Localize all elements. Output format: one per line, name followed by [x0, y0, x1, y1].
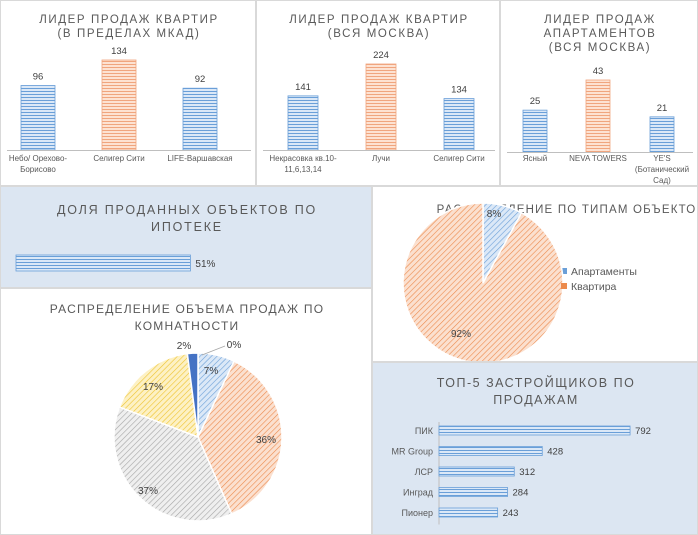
pie-slice-label: 7% — [204, 366, 219, 377]
developer-bar — [438, 425, 631, 436]
pie-slice — [118, 352, 199, 439]
bar — [20, 85, 56, 151]
category-label: NEVA TOWERS — [569, 154, 627, 163]
chart-title-line: (ВСЯ МОСКВА) — [549, 42, 651, 54]
pie-slice-label: 8% — [487, 209, 502, 220]
developer-label: Инград — [403, 488, 434, 498]
category-label: Некрасовка кв.10- — [269, 154, 337, 163]
panel-leader-apartments-moscow: ЛИДЕР ПРОДАЖ КВАРТИР (ВСЯ МОСКВА) 141 Некра… — [256, 0, 500, 186]
pie-slice-label: 2% — [177, 341, 192, 352]
developer-value-label: 792 — [635, 426, 651, 437]
panel-leader-apartments-mkad: ЛИДЕР ПРОДАЖ КВАРТИР (В ПРЕДЕЛАХ МКАД) 96 Н… — [0, 0, 256, 186]
legend-label: Квартира — [571, 281, 617, 293]
panel-top5-developers: ТОП-5 ЗАСТРОЙЩИКОВ ПО ПРОДАЖАМ ПИК 792 MR Gr… — [372, 362, 698, 535]
panel-mortgage-share: ДОЛЯ ПРОДАННЫХ ОБЪЕКТОВ ПО ИПОТЕКЕ 51% — [0, 186, 372, 288]
bar-value-label: 25 — [530, 96, 541, 107]
developer-label: MR Group — [391, 447, 433, 457]
pie-slice-label: 0% — [227, 340, 242, 351]
legend-label: Апартаменты — [571, 266, 637, 278]
pie-slice-label: 36% — [256, 435, 276, 446]
developer-bar — [438, 507, 499, 518]
pie-slice-label: 92% — [451, 329, 471, 340]
chart-leader-apartments-moscow: ЛИДЕР ПРОДАЖ КВАРТИР (ВСЯ МОСКВА) 141 Некра… — [263, 14, 495, 174]
panel-leader-serviced-apartments: ЛИДЕР ПРОДАЖ АПАРТАМЕНТОВ (ВСЯ МОСКВА) 25 Яс… — [500, 0, 698, 186]
developer-bar — [438, 487, 508, 497]
category-label: Борисово — [20, 165, 56, 174]
chart-top5-developers: ТОП-5 ЗАСТРОЙЩИКОВ ПО ПРОДАЖАМ ПИК 792 MR Gr… — [391, 375, 651, 525]
developer-value-label: 428 — [547, 447, 563, 458]
pie-slice — [402, 202, 564, 361]
developer-bar — [438, 446, 543, 456]
chart-mortgage-share: ДОЛЯ ПРОДАННЫХ ОБЪЕКТОВ ПО ИПОТЕКЕ 51% — [15, 203, 317, 272]
category-label: Лучи — [372, 154, 390, 163]
mortgage-bar — [15, 254, 191, 272]
bar — [585, 79, 611, 153]
bar-value-label: 141 — [295, 82, 311, 93]
chart-leader-serviced-apartments: ЛИДЕР ПРОДАЖ АПАРТАМЕНТОВ (ВСЯ МОСКВА) 25 Яс… — [507, 14, 693, 185]
chart-title-line: (ВСЯ МОСКВА) — [328, 28, 430, 40]
legend-swatch — [561, 283, 567, 289]
chart-title-line: КОМНАТНОСТИ — [135, 319, 240, 333]
category-label: YE'S — [653, 154, 671, 163]
panel-rooms-distribution: РАСПРЕДЕЛЕНИЕ ОБЪЕМА ПРОДАЖ ПО КОМНАТНОСТ… — [0, 288, 372, 535]
legend-swatch — [561, 268, 567, 274]
bar — [443, 98, 475, 151]
bar-value-label: 134 — [451, 85, 467, 96]
panel-object-types: РАСПРЕДЕЛЕНИЕ ПО ТИПАМ ОБЪЕКТОВ 8% Апартам… — [372, 186, 698, 362]
chart-title-line: ТОП-5 ЗАСТРОЙЩИКОВ ПО — [437, 375, 636, 390]
chart-title-line: ПРОДАЖАМ — [493, 393, 579, 407]
pie-slice — [113, 406, 233, 522]
bar — [101, 59, 137, 151]
bar-value-label: 134 — [111, 46, 127, 57]
chart-title-line: ДОЛЯ ПРОДАННЫХ ОБЪЕКТОВ ПО — [57, 203, 317, 217]
category-label: LIFE-Варшавская — [167, 154, 232, 163]
category-label: Ясный — [523, 154, 547, 163]
developer-label: ПИК — [415, 426, 434, 436]
category-label: Селигер Сити — [433, 154, 484, 163]
category-label: Небо/ Орехово- — [9, 154, 68, 163]
developer-label: Пионер — [402, 508, 433, 518]
bar-value-label: 21 — [657, 103, 668, 114]
chart-title-line: (В ПРЕДЕЛАХ МКАД) — [58, 28, 201, 40]
chart-leader-apartments-mkad: ЛИДЕР ПРОДАЖ КВАРТИР (В ПРЕДЕЛАХ МКАД) 96 Н… — [7, 14, 251, 174]
developer-bar — [438, 466, 515, 477]
bar — [649, 116, 675, 153]
bar-value-label: 92 — [195, 74, 206, 85]
pie-slice-label: 37% — [138, 486, 158, 497]
leader-line — [201, 345, 226, 356]
category-label: Селигер Сити — [93, 154, 144, 163]
chart-rooms-distribution: РАСПРЕДЕЛЕНИЕ ОБЪЕМА ПРОДАЖ ПО КОМНАТНОСТ… — [50, 302, 324, 522]
bar-value-label: 96 — [33, 72, 44, 83]
developer-value-label: 243 — [503, 508, 519, 519]
bar-value-label: 224 — [373, 50, 389, 61]
bar — [182, 87, 218, 151]
chart-title-line: ЛИДЕР ПРОДАЖ — [544, 14, 656, 26]
category-label: Сад) — [653, 176, 671, 185]
mortgage-value-label: 51% — [195, 259, 215, 270]
developer-label: ЛСР — [415, 467, 433, 477]
chart-title-line: ИПОТЕКЕ — [151, 220, 223, 234]
category-label: 11,6,13,14 — [284, 165, 322, 174]
pie-slice — [186, 352, 199, 438]
pie-slice — [197, 360, 283, 515]
developer-value-label: 312 — [519, 467, 535, 478]
chart-title-line: ЛИДЕР ПРОДАЖ КВАРТИР — [39, 14, 219, 26]
bar — [287, 95, 319, 151]
chart-title-line: ЛИДЕР ПРОДАЖ КВАРТИР — [289, 14, 469, 26]
bar-value-label: 43 — [593, 66, 604, 77]
developer-value-label: 284 — [513, 488, 529, 499]
chart-title-line: РАСПРЕДЕЛЕНИЕ ОБЪЕМА ПРОДАЖ ПО — [50, 302, 324, 316]
category-label: (Ботанический — [635, 165, 689, 174]
chart-object-types: РАСПРЕДЕЛЕНИЕ ПО ТИПАМ ОБЪЕКТОВ8%Апартам… — [402, 202, 697, 361]
bar — [365, 63, 397, 151]
chart-title-line: АПАРТАМЕНТОВ — [544, 28, 657, 40]
bar — [522, 109, 548, 153]
pie-slice-label: 17% — [143, 382, 163, 393]
